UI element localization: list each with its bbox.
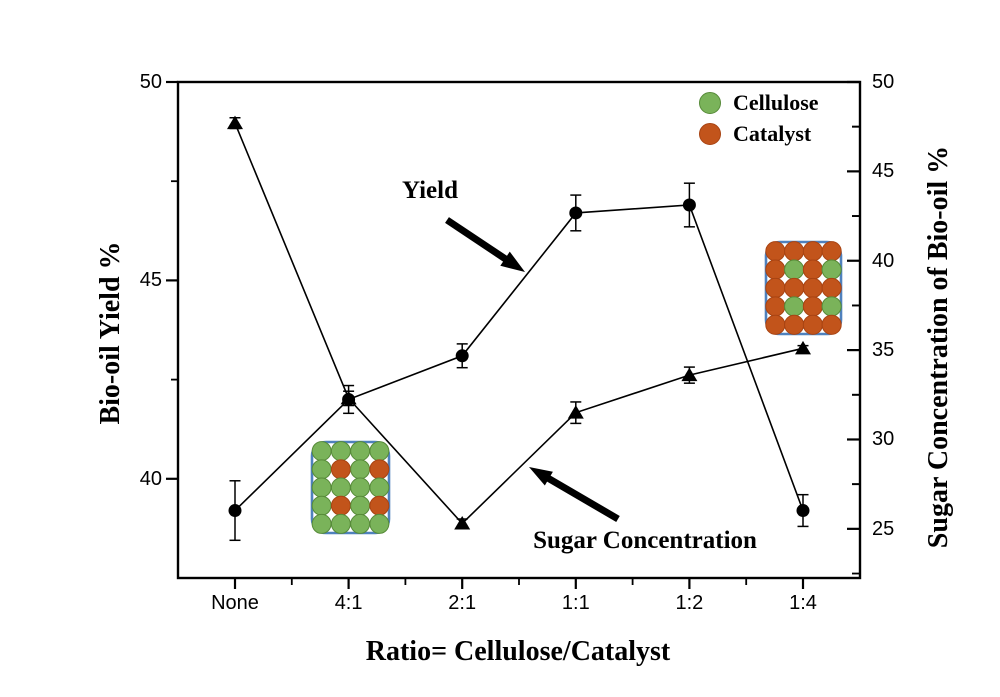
x-axis-tick-label: 1:4 [789, 592, 817, 614]
sugar-annotation-label: Sugar Concentration [533, 527, 757, 554]
legend: Cellulose Catalyst [699, 87, 819, 149]
data-point-marker [681, 367, 698, 382]
right-axis-tick-label: 25 [872, 517, 895, 540]
data-point-marker [340, 390, 357, 405]
x-axis-tick-label: 1:1 [561, 592, 590, 614]
data-point-marker [569, 206, 583, 220]
sugar-concentration-line [234, 122, 804, 525]
data-point-marker [567, 405, 584, 419]
right-axis-tick-label: 45 [872, 160, 895, 183]
sugar-arrow-icon [529, 467, 620, 523]
right-axis-title: Sugar Concentration of Bio-oil % [923, 145, 954, 549]
legend-label: Catalyst [733, 120, 812, 146]
right-axis-tick-label: 35 [872, 339, 895, 362]
yield-arrow-icon [445, 217, 525, 272]
right-axis-tick-label: 30 [872, 428, 895, 451]
x-axis-tick-label: 4:1 [334, 592, 363, 614]
left-axis-tick-label: 45 [139, 269, 162, 292]
plot-frame [176, 80, 862, 580]
catalyst-rich-grid [764, 240, 843, 336]
data-point-marker [228, 504, 242, 518]
data-point-marker [455, 349, 469, 363]
data-point-marker [795, 340, 811, 355]
legend-item-cellulose: Cellulose [699, 87, 819, 118]
left-axis-tick-label: 40 [139, 467, 162, 490]
cellulose-rich-grid [310, 440, 391, 535]
yield-annotation-label: Yield [401, 177, 459, 204]
x-axis-title: Ratio= Cellulose/Catalyst [365, 636, 671, 667]
left-axis-tick-label: 50 [139, 71, 162, 93]
data-point-marker [227, 115, 243, 130]
left-axis-title: Bio-oil Yield % [95, 241, 126, 425]
right-axis-tick-label: 50 [872, 71, 895, 93]
legend-label: Cellulose [733, 89, 819, 115]
x-axis-tick-label: None [211, 592, 259, 614]
cellulose-swatch-icon [699, 91, 721, 114]
data-point-marker [454, 515, 471, 530]
catalyst-swatch-icon [699, 122, 721, 145]
data-point-marker [796, 504, 810, 518]
bio-oil-yield-line [234, 204, 804, 512]
x-axis-tick-label: 1:2 [675, 592, 704, 614]
axis-ticks [166, 80, 860, 589]
data-point-marker [682, 198, 696, 212]
right-axis-tick-label: 40 [872, 249, 895, 272]
series-layer [227, 115, 811, 542]
x-axis-tick-label: 2:1 [448, 592, 477, 614]
legend-item-catalyst: Catalyst [699, 118, 819, 149]
